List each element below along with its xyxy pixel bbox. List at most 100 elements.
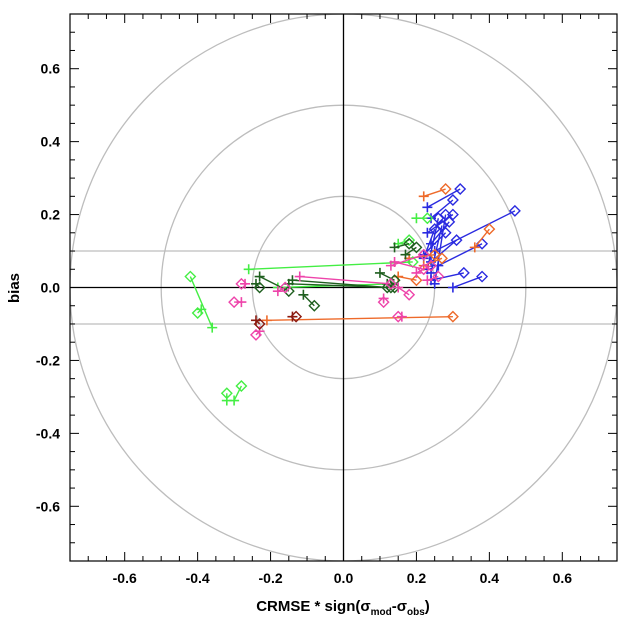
plus-marker-magenta-4 xyxy=(254,326,265,337)
axis-ticks xyxy=(70,14,617,561)
connector-green-2 xyxy=(233,385,243,401)
plus-marker-orange-5 xyxy=(393,271,404,282)
plus-marker-blue-1 xyxy=(426,213,437,224)
connector-blue-13 xyxy=(426,218,439,270)
plus-marker-darkred-0 xyxy=(250,315,261,326)
plus-marker-darkgreen-5 xyxy=(389,242,400,253)
diamond-marker-darkgreen-2 xyxy=(253,281,266,294)
x-axis-title-main: CRMSE * sign( xyxy=(256,598,360,615)
diamond-marker-green-5 xyxy=(421,212,434,225)
plus-marker-blue-8 xyxy=(447,282,458,293)
plus-marker-green-4 xyxy=(196,304,207,315)
plus-marker-darkgreen-1 xyxy=(254,271,265,282)
plus-marker-green-1 xyxy=(207,322,218,333)
x-axis-title-sub-obs: obs xyxy=(407,607,425,617)
y-tick-label: 0.0 xyxy=(41,280,61,296)
plus-marker-blue-0 xyxy=(422,202,433,213)
diamond-marker-green-4 xyxy=(191,307,204,320)
diamond-marker-darkgreen-6 xyxy=(410,241,423,254)
plus-marker-magenta-8 xyxy=(272,286,283,297)
connector-darkgreen-7 xyxy=(379,272,395,281)
x-axis-title: CRMSE * sign(σmod-σobs) xyxy=(256,598,430,617)
diamond-marker-orange-3 xyxy=(428,248,441,261)
connector-green-0 xyxy=(248,261,413,270)
diamond-marker-green-1 xyxy=(184,270,197,283)
plus-marker-orange-0 xyxy=(418,191,429,202)
diamond-marker-blue-13 xyxy=(432,212,445,225)
y-tick-label: -0.4 xyxy=(36,425,60,441)
diamond-marker-magenta-7 xyxy=(377,296,390,309)
connector-magenta-6 xyxy=(390,254,424,267)
connector-magenta-11 xyxy=(397,286,410,296)
y-tick-labels: -0.6 -0.4 -0.2 0.0 0.2 0.4 0.6 xyxy=(36,61,60,515)
connector-blue-10 xyxy=(430,225,443,274)
diamond-marker-magenta-2 xyxy=(392,310,405,323)
connector-blue-12 xyxy=(423,228,436,259)
connector-blue-1 xyxy=(430,199,454,219)
plus-marker-magenta-7 xyxy=(378,293,389,304)
y-tick-label: 0.6 xyxy=(41,61,61,77)
x-tick-label: -0.2 xyxy=(259,570,283,586)
x-tick-label: -0.4 xyxy=(186,570,210,586)
diamond-marker-orange-4 xyxy=(435,252,448,265)
connector-darkgreen-6 xyxy=(405,246,417,256)
plus-marker-darkgreen-7 xyxy=(374,267,385,278)
plus-marker-darkgreen-3 xyxy=(283,278,294,289)
diamond-marker-magenta-9 xyxy=(425,259,438,272)
diamond-marker-blue-0 xyxy=(454,183,467,196)
plus-marker-magenta-10 xyxy=(422,275,433,286)
plus-marker-darkgreen-4 xyxy=(298,289,309,300)
diamond-marker-orange-1 xyxy=(483,223,496,236)
connector-blue-6 xyxy=(434,210,516,252)
plus-marker-green-3 xyxy=(221,395,232,406)
diamond-marker-magenta-6 xyxy=(417,248,430,261)
plus-marker-darkgreen-2 xyxy=(250,278,261,289)
diamond-marker-blue-6 xyxy=(508,204,521,217)
connector-magenta-9 xyxy=(416,264,432,274)
diamond-marker-magenta-3 xyxy=(228,296,241,309)
diamond-marker-blue-8 xyxy=(476,270,489,283)
plus-marker-green-5 xyxy=(411,213,422,224)
x-axis-title-sub-mod: mod xyxy=(371,607,392,617)
diamond-marker-green-7 xyxy=(403,234,416,247)
y-tick-label: 0.4 xyxy=(41,134,61,150)
diamond-marker-magenta-10 xyxy=(432,270,445,283)
diamond-marker-magenta-0 xyxy=(384,277,397,290)
plus-marker-magenta-9 xyxy=(411,267,422,278)
x-axis-title-sigma-obs: σ xyxy=(397,598,407,615)
y-tick-label: -0.6 xyxy=(36,498,60,514)
diamond-marker-orange-0 xyxy=(439,183,452,196)
y-tick-label: -0.2 xyxy=(36,352,60,368)
x-tick-label: 0.6 xyxy=(553,570,573,586)
x-axis-title-dash: - xyxy=(392,598,397,615)
diamond-marker-orange-5 xyxy=(410,274,423,287)
diamond-marker-darkred-0 xyxy=(253,317,266,330)
reference-lines xyxy=(70,14,617,561)
plus-marker-darkgreen-6 xyxy=(400,249,411,260)
diamond-marker-blue-1 xyxy=(446,193,459,206)
x-tick-labels: -0.6 -0.4 -0.2 0.0 0.2 0.4 0.6 xyxy=(113,570,573,586)
x-tick-label: 0.2 xyxy=(407,570,427,586)
plus-marker-blue-11 xyxy=(429,278,440,289)
x-axis-title-close: ) xyxy=(425,598,430,615)
diamond-marker-darkgreen-4 xyxy=(308,299,321,312)
diamond-marker-darkgreen-1 xyxy=(282,285,295,298)
plus-marker-magenta-11 xyxy=(393,282,404,293)
diamond-marker-blue-7 xyxy=(457,266,470,279)
plus-marker-green-0 xyxy=(243,264,254,275)
x-tick-label: 0.4 xyxy=(480,570,500,586)
connector-darkgreen-4 xyxy=(302,294,315,307)
diamond-marker-magenta-4 xyxy=(249,328,262,341)
diamond-marker-magenta-11 xyxy=(403,288,416,301)
connector-blue-11 xyxy=(433,214,447,284)
diamond-marker-magenta-8 xyxy=(279,281,292,294)
plus-marker-magenta-5 xyxy=(240,278,251,289)
plus-marker-orange-1 xyxy=(469,242,480,253)
connector-darkgreen-3 xyxy=(288,283,391,289)
connector-blue-0 xyxy=(427,188,461,208)
plus-marker-magenta-0 xyxy=(294,271,305,282)
plus-marker-blue-2 xyxy=(422,227,433,238)
x-tick-label: 0.0 xyxy=(334,570,354,586)
plus-marker-darkred-1 xyxy=(287,311,298,322)
